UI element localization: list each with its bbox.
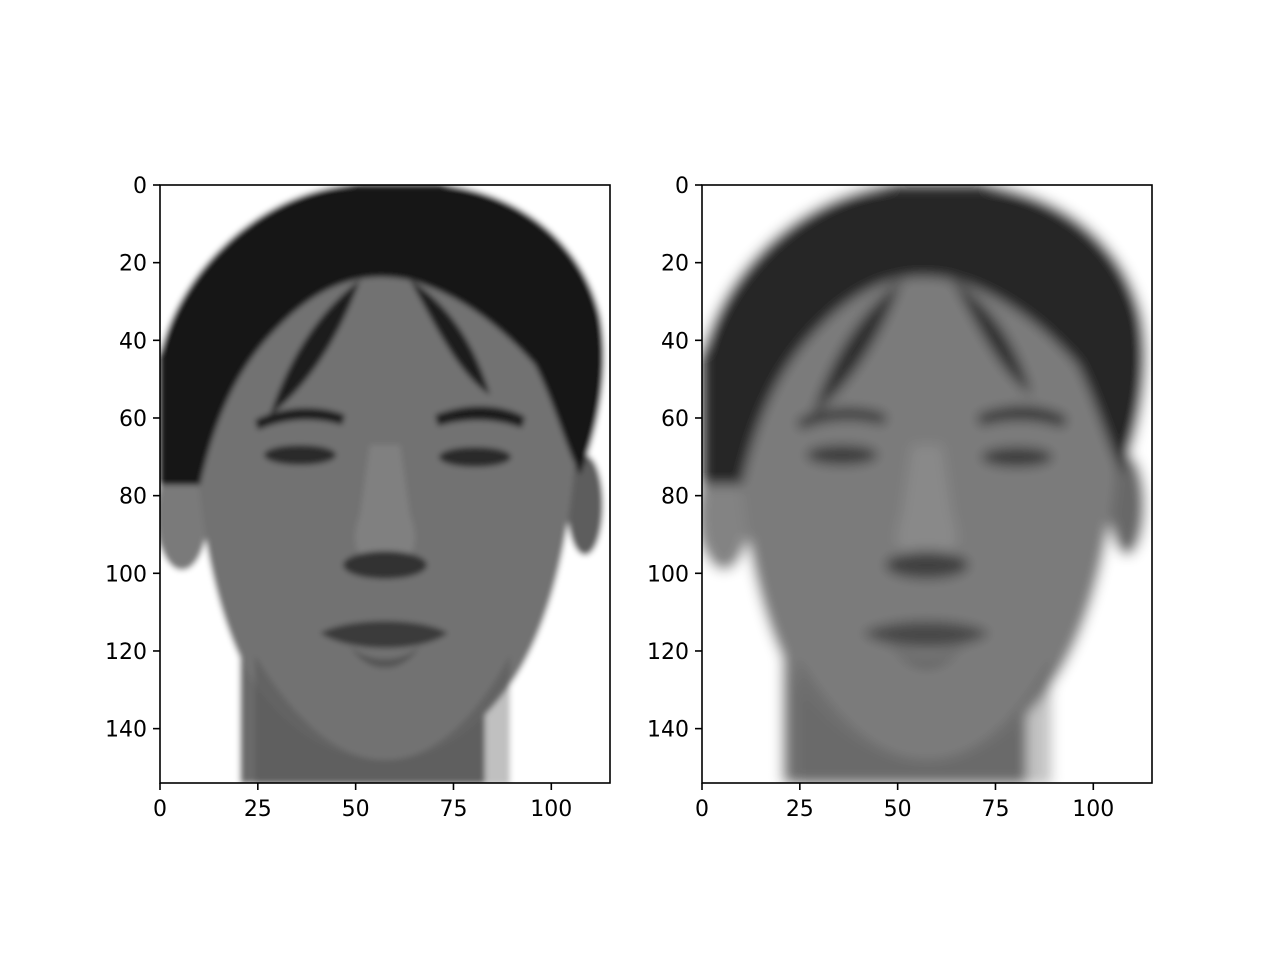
- right-x-tick-label: 75: [981, 797, 1009, 822]
- right-y-tick-label: 0: [675, 174, 689, 199]
- right-axes-ticks: 0 25 50 75 100 0 20 40 60 80 100 120 140: [647, 174, 1114, 822]
- right-y-tick-label: 60: [661, 407, 689, 432]
- left-y-tick-label: 40: [119, 329, 147, 354]
- left-x-tick-label: 100: [530, 797, 572, 822]
- left-x-tick-label: 0: [153, 797, 167, 822]
- left-x-tick-label: 50: [342, 797, 370, 822]
- right-y-tick-label: 100: [647, 562, 689, 587]
- right-x-tick-label: 100: [1072, 797, 1114, 822]
- right-x-tick-label: 50: [884, 797, 912, 822]
- right-y-tick-label: 120: [647, 640, 689, 665]
- right-y-tick-label: 20: [661, 252, 689, 277]
- left-axes-ticks: 0 25 50 75 100 0 20 40 60 80 100 120 140: [105, 174, 572, 822]
- left-y-tick-label: 100: [105, 562, 147, 587]
- left-image-panel: 0 25 50 75 100 0 20 40 60 80 100 120 140: [105, 174, 611, 822]
- right-x-tick-label: 25: [786, 797, 814, 822]
- left-y-tick-label: 0: [133, 174, 147, 199]
- left-y-tick-label: 20: [119, 252, 147, 277]
- left-y-tick-label: 80: [119, 485, 147, 510]
- right-y-tick-label: 40: [661, 329, 689, 354]
- right-x-tick-label: 0: [695, 797, 709, 822]
- right-y-tick-label: 140: [647, 718, 689, 743]
- right-y-tick-label: 80: [661, 485, 689, 510]
- right-image-panel: 0 25 50 75 100 0 20 40 60 80 100 120 140: [647, 174, 1153, 822]
- left-x-tick-label: 25: [244, 797, 272, 822]
- left-y-tick-label: 60: [119, 407, 147, 432]
- left-y-tick-label: 140: [105, 718, 147, 743]
- left-x-tick-label: 75: [439, 797, 467, 822]
- left-y-tick-label: 120: [105, 640, 147, 665]
